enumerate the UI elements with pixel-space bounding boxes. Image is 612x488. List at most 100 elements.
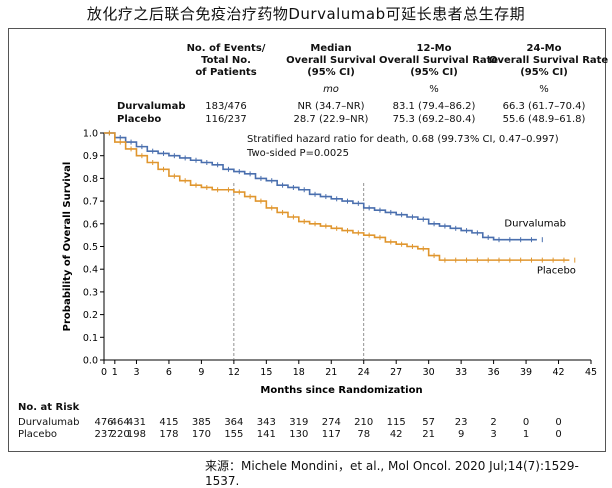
header-median-line1: Median <box>310 43 352 54</box>
risk-cell: 170 <box>191 429 211 440</box>
cell-placebo-events: 116/237 <box>205 114 247 125</box>
risk-cell: 178 <box>159 429 179 440</box>
header-events-line2: Total No. <box>201 55 251 66</box>
risk-cell: 237 <box>94 429 114 440</box>
unit-24mo: % <box>539 84 549 95</box>
km-chart: 0.00.10.20.30.40.50.60.70.80.91.00 1 3 6 9 12… <box>62 129 597 397</box>
risk-cell: 9 <box>457 429 465 440</box>
risk-cell: 198 <box>126 429 146 440</box>
risk-cell: 343 <box>256 417 276 428</box>
risk-cell: 115 <box>386 417 406 428</box>
y-tick-label: 0.0 <box>83 356 98 367</box>
y-tick-label: 0.6 <box>83 219 98 230</box>
header-12mo-line1: 12-Mo <box>416 43 452 54</box>
risk-cell: 274 <box>321 417 341 428</box>
x-tick-label: 36 <box>488 367 500 378</box>
x-tick-label: 30 <box>423 367 435 378</box>
risk-cell: 319 <box>289 417 309 428</box>
risk-cell: 2 <box>490 417 497 428</box>
header-12mo: 12-Mo Overall Survival Rate (95% CI) <box>379 43 499 79</box>
x-tick-label: 42 <box>552 367 564 378</box>
header-24mo: 24-Mo Overall Survival Rate (95% CI) <box>489 43 609 79</box>
header-24mo-line1: 24-Mo <box>526 43 562 54</box>
risk-cell: 141 <box>256 429 276 440</box>
header-median-line3: (95% CI) <box>307 67 355 78</box>
x-tick-label: 18 <box>293 367 305 378</box>
figure-frame: No. of Events/ Total No. of Patients Med… <box>8 28 609 452</box>
row-label-placebo: Placebo <box>117 114 162 125</box>
risk-cell: 117 <box>321 429 341 440</box>
y-tick-label: 0.5 <box>83 242 98 253</box>
chart-series <box>104 130 576 263</box>
risk-cell: 130 <box>289 429 309 440</box>
x-tick-label: 21 <box>325 367 337 378</box>
source-citation: 来源：Michele Mondini，et al., Mol Oncol. 20… <box>205 459 579 488</box>
risk-cell: 0 <box>522 417 530 428</box>
header-12mo-line2: Overall Survival Rate <box>379 55 499 66</box>
cell-placebo-24mo: 55.6 (48.9–61.8) <box>502 114 586 125</box>
x-tick-label: 24 <box>358 367 370 378</box>
y-tick-label: 0.1 <box>83 333 98 344</box>
risk-cell: 210 <box>354 417 374 428</box>
y-tick-label: 0.4 <box>83 265 98 276</box>
risk-cell: 364 <box>224 417 244 428</box>
y-tick-label: 0.7 <box>83 197 98 208</box>
y-tick-label: 0.8 <box>83 174 98 185</box>
risk-cell: 1 <box>522 429 530 440</box>
x-tick-label: 6 <box>166 367 172 378</box>
risk-cell: 21 <box>422 429 436 440</box>
unit-12mo: % <box>429 84 439 95</box>
risk-cell: 78 <box>357 429 371 440</box>
y-axis-title: Probability of Overall Survival <box>62 162 73 332</box>
risk-table-title: No. at Risk <box>18 402 80 413</box>
x-tick-label: 0 <box>101 367 107 378</box>
header-events-line1: No. of Events/ <box>186 43 266 54</box>
unit-median: mo <box>323 84 339 95</box>
cell-placebo-12mo: 75.3 (69.2–80.4) <box>392 114 476 125</box>
header-median: Median Overall Survival (95% CI) <box>281 43 381 79</box>
header-median-line2: Overall Survival <box>286 55 376 66</box>
x-tick-label: 9 <box>198 367 204 378</box>
header-events-line3: of Patients <box>195 67 257 78</box>
risk-cell: 3 <box>490 429 497 440</box>
row-label-durvalumab: Durvalumab <box>117 101 186 112</box>
risk-cell: 0 <box>555 417 562 428</box>
risk-row-label-durvalumab: Durvalumab <box>18 417 80 428</box>
header-12mo-line3: (95% CI) <box>410 67 458 78</box>
risk-cell: 57 <box>422 417 436 428</box>
x-tick-label: 1 <box>112 367 118 378</box>
p-value-note: Two-sided P=0.0025 <box>247 148 349 159</box>
x-tick-label: 45 <box>585 367 597 378</box>
cell-durvalumab-12mo: 83.1 (79.4–86.2) <box>392 101 476 112</box>
risk-cell: 220 <box>110 429 130 440</box>
x-tick-label: 3 <box>133 367 139 378</box>
chart-axes <box>100 132 592 364</box>
risk-cell: 476 <box>94 417 114 428</box>
risk-cell: 431 <box>126 417 146 428</box>
y-tick-label: 0.9 <box>83 151 98 162</box>
x-axis-title: Months since Randomization <box>260 385 422 396</box>
risk-cell: 464 <box>110 417 130 428</box>
risk-cell: 415 <box>159 417 179 428</box>
risk-cell: 23 <box>454 417 468 428</box>
hazard-ratio-note: Stratified hazard ratio for death, 0.68 … <box>247 134 559 145</box>
risk-cell: 0 <box>555 429 562 440</box>
x-tick-label: 27 <box>390 367 402 378</box>
series-label-durvalumab: Durvalumab <box>504 218 566 229</box>
cell-durvalumab-24mo: 66.3 (61.7–70.4) <box>502 101 586 112</box>
x-tick-label: 12 <box>228 367 240 378</box>
header-24mo-line2: Overall Survival Rate <box>489 55 609 66</box>
header-events: No. of Events/ Total No. of Patients <box>181 43 271 79</box>
page-title: 放化疗之后联合免疫治疗药物Durvalumab可延长患者总生存期 <box>86 5 526 23</box>
risk-cell: 42 <box>389 429 403 440</box>
y-tick-label: 1.0 <box>83 129 98 140</box>
cell-durvalumab-median: NR (34.7–NR) <box>297 101 365 112</box>
risk-cell: 155 <box>224 429 244 440</box>
x-tick-label: 39 <box>520 367 532 378</box>
series-line-placebo <box>104 132 570 261</box>
y-tick-label: 0.3 <box>83 287 98 298</box>
x-tick-label: 33 <box>455 367 467 378</box>
series-label-placebo: Placebo <box>537 265 576 276</box>
risk-row-label-placebo: Placebo <box>18 429 58 440</box>
risk-cell: 385 <box>191 417 211 428</box>
